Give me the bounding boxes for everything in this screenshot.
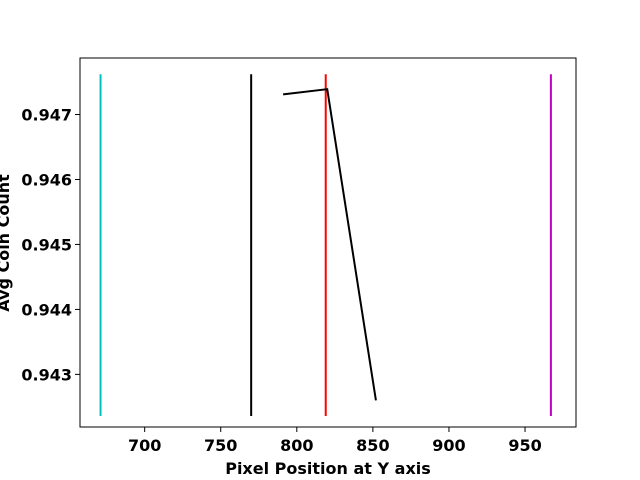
x-axis: 700 750 800 850 900 950 (128, 427, 542, 455)
y-tick-label: 0.946 (21, 170, 72, 189)
x-tick-label: 900 (432, 436, 465, 455)
x-tick-label: 950 (508, 436, 541, 455)
y-tick-label: 0.945 (21, 235, 72, 254)
series-line-0 (282, 88, 377, 401)
y-tick-label: 0.943 (21, 365, 72, 384)
plot-area (99, 74, 552, 416)
x-axis-label: Pixel Position at Y axis (225, 459, 431, 478)
x-tick-label: 800 (280, 436, 313, 455)
y-axis: 0.943 0.944 0.945 0.946 0.947 (21, 106, 80, 384)
y-tick-label: 0.947 (21, 106, 72, 125)
y-tick-label: 0.944 (21, 300, 72, 319)
x-tick-label: 700 (128, 436, 161, 455)
x-tick-label: 850 (356, 436, 389, 455)
axes-frame (79, 57, 577, 428)
x-tick-label: 750 (204, 436, 237, 455)
y-axis-label: Avg Coin Count (0, 174, 13, 312)
